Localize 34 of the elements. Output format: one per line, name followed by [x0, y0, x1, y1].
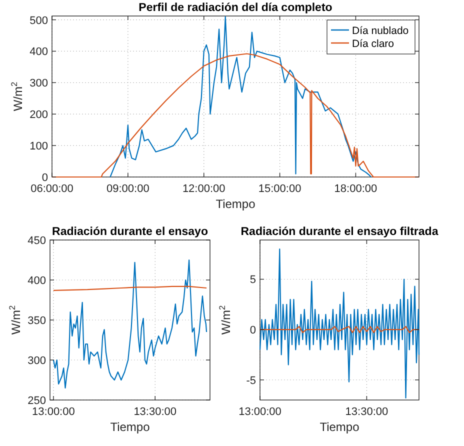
y-tick-label: 0	[42, 172, 48, 184]
y-tick-label: 500	[30, 14, 48, 27]
legend-label: Día nublado	[352, 25, 409, 37]
line-series	[110, 16, 372, 178]
x-axis-title: Tiempo	[110, 420, 150, 434]
x-tick-label: 06:00:00	[30, 183, 74, 195]
chart-title: Perfil de radiación del día completo	[138, 2, 332, 14]
x-tick-label: 15:00:00	[258, 183, 302, 195]
x-tick-label: 13:30:00	[134, 406, 177, 418]
line-series	[52, 259, 208, 389]
y-tick-label: 0	[250, 324, 256, 337]
chart-title: Radiación durante el ensayo	[52, 226, 208, 238]
x-tick-label: 09:00:00	[106, 183, 150, 195]
x-tick-label: 13:00:00	[32, 406, 75, 418]
line-series	[259, 248, 420, 399]
legend-label: Día claro	[352, 38, 394, 50]
y-tick-label: 300	[28, 355, 46, 367]
x-tick-label: 13:30:00	[345, 406, 388, 418]
y-tick-label: 400	[30, 46, 48, 58]
y-tick-label: 250	[28, 395, 46, 407]
y-tick-label: -5	[246, 374, 256, 387]
y-tick-label: 350	[28, 315, 46, 327]
y-tick-label: 450	[28, 235, 46, 247]
y-tick-label: 100	[30, 140, 48, 153]
chart-title: Radiación durante el ensayo filtrada	[240, 226, 439, 238]
y-tick-label: 200	[30, 109, 48, 122]
x-tick-label: 12:00:00	[182, 183, 226, 195]
x-tick-label: 13:00:00	[238, 406, 282, 418]
x-tick-label: 18:00:00	[334, 183, 378, 195]
y-tick-label: 300	[30, 78, 48, 90]
y-tick-label: 5	[250, 274, 256, 286]
x-axis-title: Tiempo	[216, 197, 256, 211]
x-axis-title: Tiempo	[320, 420, 360, 434]
y-tick-label: 400	[28, 275, 46, 287]
